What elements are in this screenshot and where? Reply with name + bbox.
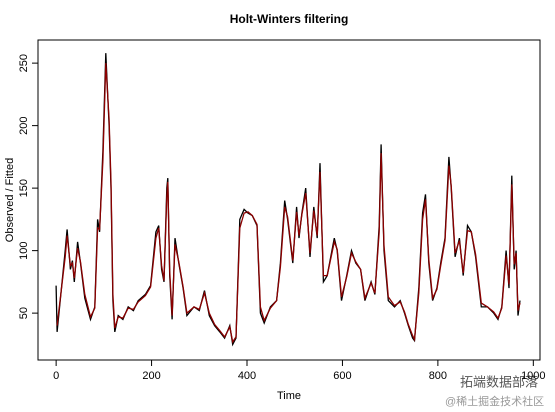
watermark: @稀土掘金技术社区 <box>445 394 544 408</box>
y-axis-label: Observed / Fitted <box>4 158 16 242</box>
plot-box <box>37 39 541 361</box>
x-tick-label: 0 <box>53 370 59 382</box>
x-tick-label: 800 <box>429 370 447 382</box>
watermark: 拓端数据部落 <box>460 374 538 389</box>
x-tick-label: 200 <box>142 370 160 382</box>
x-axis-label: Time <box>277 390 301 402</box>
series-line <box>56 63 521 344</box>
chart-title: Holt-Winters filtering <box>230 12 349 26</box>
series-line <box>55 53 521 347</box>
x-tick-label: 1000 <box>521 370 545 382</box>
x-tick-label: 600 <box>333 370 351 382</box>
y-tick-label: 100 <box>18 241 30 259</box>
y-tick-label: 150 <box>18 179 30 197</box>
x-tick-label: 400 <box>238 370 256 382</box>
y-tick-label: 250 <box>18 54 30 72</box>
y-tick-label: 50 <box>18 307 30 319</box>
y-tick-label: 200 <box>18 116 30 134</box>
